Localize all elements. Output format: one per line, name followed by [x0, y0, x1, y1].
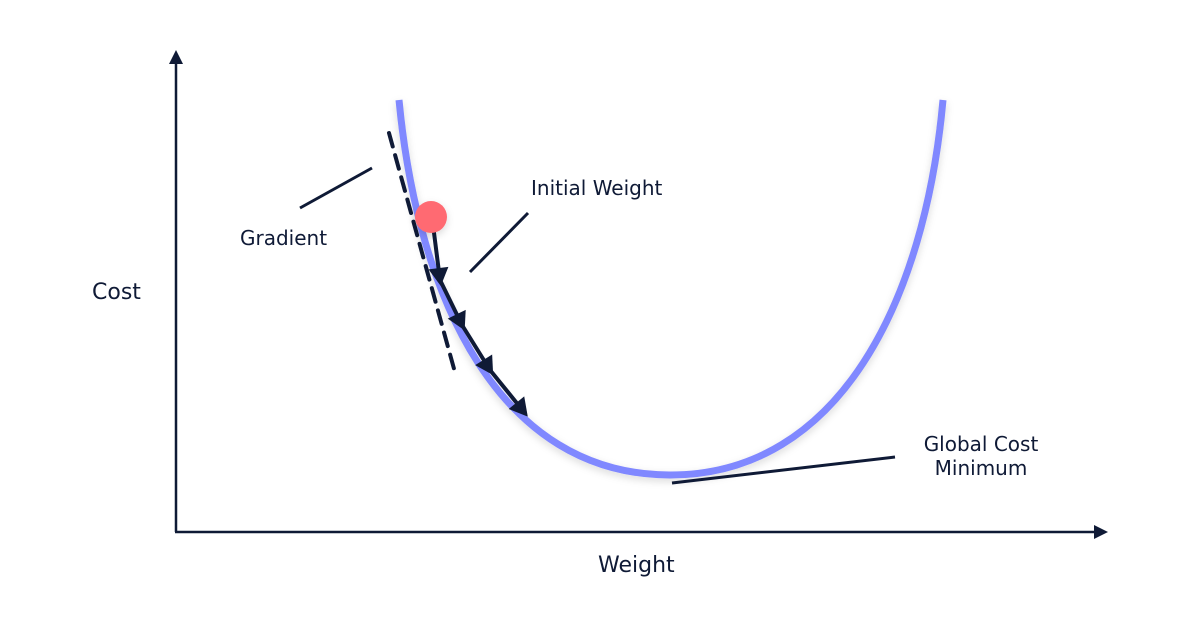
global-minimum-label-line2: Minimum — [934, 456, 1028, 480]
y-axis-label: Cost — [92, 280, 141, 305]
initial-weight-label: Initial Weight — [531, 176, 663, 200]
global-minimum-label-line1: Global Cost — [923, 432, 1039, 456]
gradient-tangent-line — [387, 131, 458, 378]
global-minimum-leader-line — [671, 455, 896, 485]
gradient-label: Gradient — [240, 226, 328, 250]
gradient-leader-line — [299, 166, 373, 210]
descent-step-arrowhead — [447, 309, 466, 331]
x-axis-arrowhead — [1094, 525, 1108, 539]
global-minimum-label: Global Cost Minimum — [916, 432, 1046, 480]
descent-step-arrowhead — [508, 396, 528, 417]
descent-step-arrowhead — [475, 354, 494, 376]
descent-path — [430, 216, 526, 414]
initial-weight-point — [415, 201, 447, 233]
y-axis-arrowhead — [169, 50, 183, 64]
descent-step-arrowhead — [428, 266, 449, 286]
x-axis-label: Weight — [598, 553, 675, 578]
initial-weight-leader-line — [468, 211, 530, 274]
cost-curve — [395, 99, 947, 479]
